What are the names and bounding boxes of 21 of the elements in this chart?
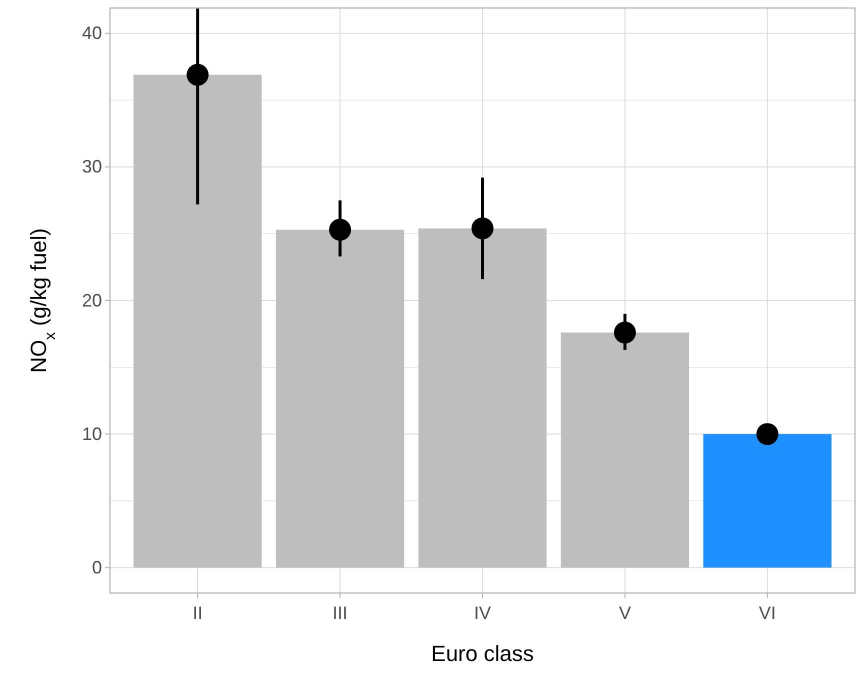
x-tick-label: III: [332, 603, 348, 623]
x-tick-label: II: [192, 603, 203, 623]
point: [329, 218, 352, 241]
y-tick-label: 10: [82, 424, 102, 444]
y-tick-label: 30: [82, 156, 102, 177]
point: [472, 217, 494, 240]
point: [756, 423, 778, 446]
x-tick-label: VI: [758, 603, 776, 623]
y-tick-label: 40: [82, 23, 102, 44]
y-tick-label: 20: [82, 290, 102, 310]
x-tick-label: IV: [474, 603, 492, 623]
bar: [703, 434, 832, 568]
point: [186, 64, 209, 86]
point: [614, 322, 636, 344]
x-axis-title: Euro class: [431, 641, 534, 666]
y-tick-label: 0: [92, 557, 102, 578]
bar: [560, 332, 690, 568]
bar: [276, 230, 404, 568]
bar: [134, 74, 262, 568]
x-tick-label: V: [618, 603, 631, 623]
bar: [418, 228, 547, 568]
